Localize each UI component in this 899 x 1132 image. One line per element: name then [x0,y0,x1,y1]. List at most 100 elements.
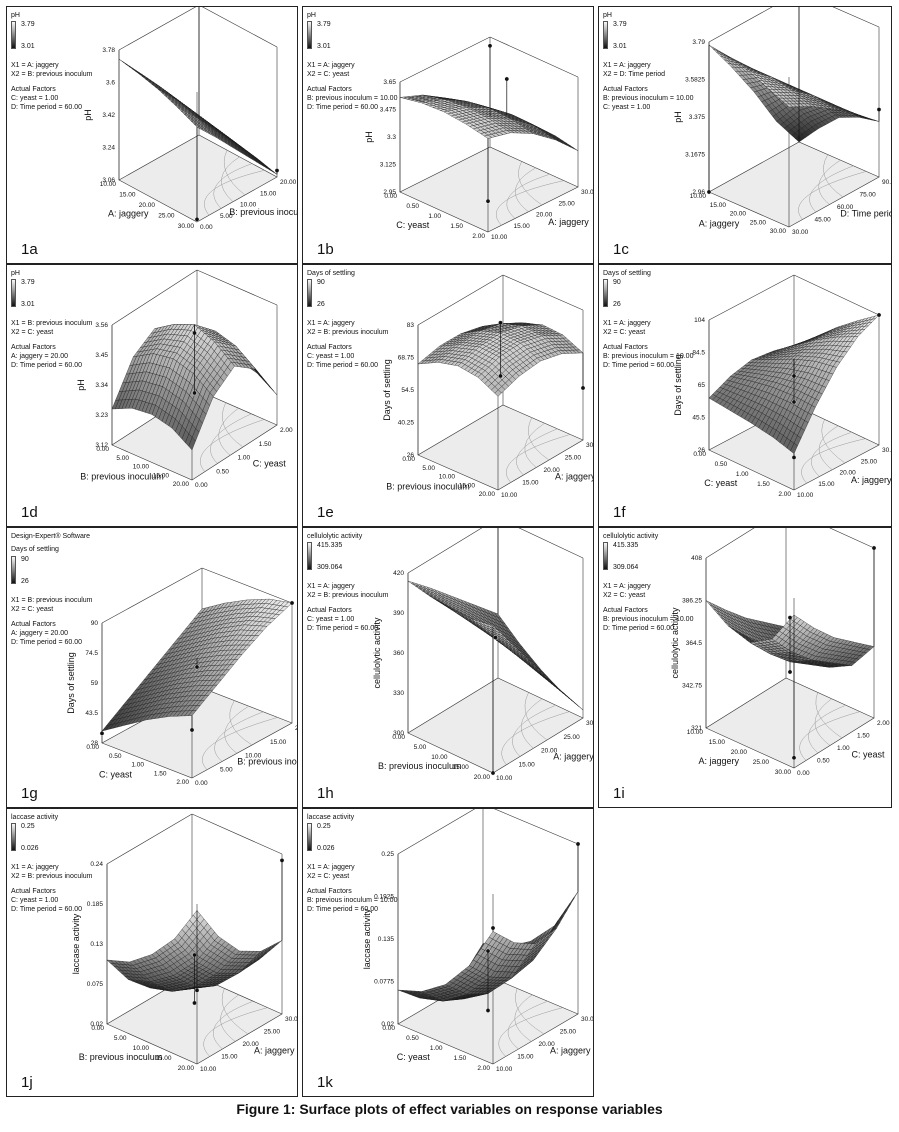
z-tick-label: 3.65 [383,79,396,86]
actual-factor: B: previous inoculum = 10.00 [603,95,694,102]
legend-1f: Days of settling 90 26 X1 = A: jaggery X2 = … [603,269,693,369]
right-axis-tick-label: 10.00 [245,753,262,760]
x1-factor: X1 = A: jaggery [307,62,355,69]
left-axis-tick-label: 1.50 [757,481,770,488]
surface-cell [193,123,201,130]
panel-label: 1g [21,785,38,802]
z-tick-label: 3.06 [102,177,115,184]
legend-title: pH [11,12,20,19]
figure-caption: Figure 1: Surface plots of effect variab… [236,1101,663,1117]
right-axis-tick-label: 25.00 [565,455,582,462]
actual-factor: B: previous inoculum = 10.00 [307,95,398,102]
left-axis-tick-label: 0.50 [109,753,122,760]
floor-contour [524,692,548,741]
z-tick-label: 74.5 [85,650,98,657]
surface-cell [494,389,502,397]
box-edge [489,36,579,78]
legend-min: 26 [21,578,29,585]
box-edge [202,7,278,48]
right-axis-tick-label: 25.00 [559,200,576,207]
floor-contour [200,419,265,472]
left-axis-tick-label: 15.00 [710,202,727,209]
panel-label: 1a [21,241,38,258]
x1-factor: X1 = A: jaggery [11,62,59,69]
actual-factor: D: Time period = 60.00 [603,362,675,369]
left-axis-tick-label: 1.50 [450,223,463,230]
left-axis-tick-label: 0.00 [402,456,415,463]
left-axis-tick-label: 5.00 [422,465,435,472]
actual-factor: D: Time period = 60.00 [11,639,83,646]
actual-factors-title: Actual Factors [11,86,56,93]
z-tick-label: 3.475 [380,107,397,114]
right-axis-label: B: previous inoculum [229,207,298,217]
actual-factor: D: Time period = 60.00 [307,104,379,111]
panel-label: 1c [613,241,629,258]
legend-1e: Days of settling 90 26 X1 = A: jaggery X2 = … [307,269,389,369]
response-surface [417,322,584,397]
left-axis-tick-label: 20.00 [479,491,496,498]
box-edge [708,274,795,321]
plot-panel-1d: 3.56 3.45 3.34 3.23 3.12 pH 20.00 15.00 10.00 5.0… [6,264,298,527]
floor-contour [520,698,543,749]
floor-contour [210,413,252,464]
legend-1c: pH 3.79 3.01 X1 = A: jaggery X2 = D: Time pe… [603,11,693,111]
legend-title: pH [307,12,316,19]
floor-contour [512,704,556,757]
left-axis-tick-label: 1.00 [736,471,749,478]
right-axis-tick-label: 15.00 [818,481,835,488]
left-axis-label: A: jaggery [108,209,149,219]
right-axis-tick-label: 10.00 [491,234,508,241]
box-edge [832,7,880,28]
z-tick-label: 65 [698,382,706,389]
plot-panel-1b: 3.65 3.475 3.3 3.125 2.95 pH 2.00 1.50 1.00 0.50 0… [302,6,594,264]
right-axis-tick-label: 20.00 [295,725,298,732]
right-axis-tick-label: 20.00 [536,212,553,219]
floor-contour [214,711,264,762]
legend-max: 3.79 [21,21,35,28]
legend-gradient-bar [11,279,16,307]
z-tick-label: 3.23 [95,412,108,419]
response-surface [708,314,880,454]
floor-contour [823,154,844,198]
design-point [876,312,882,318]
right-axis-tick-label: 10.00 [240,202,257,209]
right-axis-tick-label: 5.00 [220,766,233,773]
right-axis-tick-label: 10.00 [797,492,814,499]
x1-factor: X1 = B: previous inoculum [11,320,93,327]
right-axis-tick-label: 0.00 [195,780,208,787]
legend-max: 3.79 [21,279,35,286]
z-tick-label: 420 [393,570,404,577]
right-axis-tick-label: 15.00 [522,480,539,487]
floor-contour [229,700,253,746]
actual-factors-title: Actual Factors [307,344,352,351]
z-tick-label: 43.5 [85,710,98,717]
legend-gradient-bar [11,21,16,49]
legend-gradient-bar [307,21,312,49]
left-axis-tick-label: 2.00 [472,233,485,240]
z-tick-label: 2.95 [383,189,396,196]
plot-panel-1e: 83 68.75 54.5 40.25 26 Days of settling 20.00 1… [302,264,594,527]
left-axis-tick-label: 2.00 [778,491,791,498]
legend-1d: pH 3.79 3.01 X1 = B: previous inoculum X2 = … [11,269,93,369]
x2-factor: X2 = C: yeast [603,329,646,336]
x2-factor: X2 = C: yeast [11,329,54,336]
legend-gradient-bar [603,279,608,307]
z-tick-label: 3.5825 [685,77,705,84]
legend-1a: pH 3.79 3.01 X1 = A: jaggery X2 = B: previou… [11,11,93,111]
x2-factor: X2 = D: Time period [603,71,666,78]
left-axis-tick-label: 1.50 [154,770,167,777]
z-tick-label: 3.34 [95,382,108,389]
actual-factor: A: jaggery = 20.00 [11,353,69,360]
right-axis-tick-label: 1.00 [238,455,251,462]
right-axis-label: C: yeast [253,458,287,468]
actual-factors-title: Actual Factors [603,86,648,93]
left-axis-tick-label: 0.50 [406,203,419,210]
box-edge [502,274,584,311]
right-axis-tick-label: 0.50 [216,468,229,475]
box-edge [201,567,293,604]
z-tick-label: 59 [91,680,99,687]
left-axis-tick-label: 30.00 [178,223,195,230]
response-surface [111,324,278,451]
actual-factors-title: Actual Factors [603,344,648,351]
